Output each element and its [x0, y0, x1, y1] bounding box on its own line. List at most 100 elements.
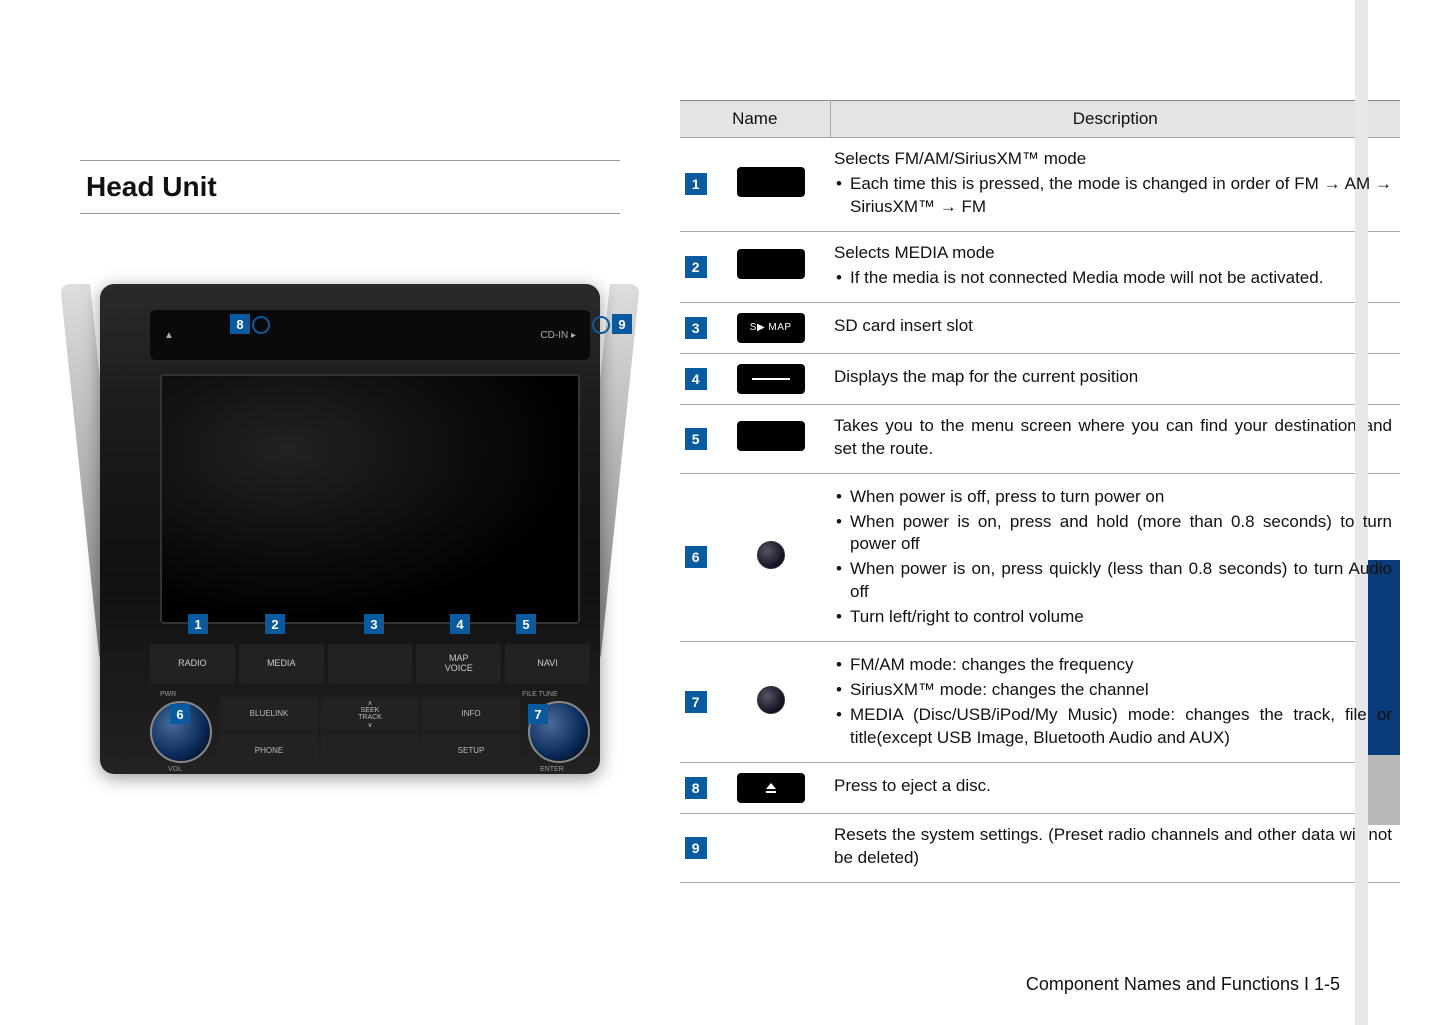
description-bullets: FM/AM mode: changes the frequencySiriusX… — [834, 654, 1392, 750]
row-number-cell: 8 — [680, 762, 715, 813]
content-columns: Head Unit ▲ CD-IN ▸ RADIO MEDIA MAP — [80, 40, 1400, 883]
row-number-cell: 9 — [680, 813, 715, 882]
bullet-item: MEDIA (Disc/USB/iPod/My Music) mode: cha… — [834, 704, 1392, 750]
description-lead: Press to eject a disc. — [834, 775, 1392, 798]
info-button: INFO — [422, 697, 520, 731]
table-row: 3 S▶ MAP SD card insert slot — [680, 302, 1400, 353]
number-badge: 4 — [685, 368, 707, 390]
table-row: 4 Displays the map for the current positi… — [680, 353, 1400, 404]
button-row-top: RADIO MEDIA MAP VOICE NAVI — [150, 644, 590, 684]
unit-body: ▲ CD-IN ▸ RADIO MEDIA MAP VOICE NAVI — [100, 284, 600, 774]
description-lead: Takes you to the menu screen where you c… — [834, 415, 1392, 461]
right-column: Name Description 1Selects FM/AM/SiriusXM… — [680, 100, 1400, 883]
head-unit-diagram: ▲ CD-IN ▸ RADIO MEDIA MAP VOICE NAVI — [80, 274, 620, 784]
table-row: 7 FM/AM mode: changes the frequencySirius… — [680, 642, 1400, 763]
description-lead: Resets the system settings. (Preset radi… — [834, 824, 1392, 870]
knob-row: PWR VOL BLUELINK ∧ SEEK TRACK ∨ INFO PHO… — [150, 692, 590, 772]
row-number-cell: 1 — [680, 138, 715, 232]
row-number-cell: 2 — [680, 231, 715, 302]
knob-icon — [757, 541, 785, 569]
radio-button: RADIO — [150, 644, 235, 684]
bullet-item: When power is off, press to turn power o… — [834, 486, 1392, 509]
callout-circle — [592, 316, 610, 334]
row-icon-cell — [715, 813, 830, 882]
table-row: 5 Takes you to the menu screen where you … — [680, 404, 1400, 473]
callout-badge: 2 — [265, 614, 285, 634]
map-voice-button: MAP VOICE — [416, 644, 501, 684]
file-tune-label: FILE TUNE — [522, 691, 602, 698]
row-icon-cell — [715, 353, 830, 404]
row-number-cell: 4 — [680, 353, 715, 404]
knob-icon — [757, 686, 785, 714]
sd-map-icon: S▶ MAP — [737, 313, 805, 343]
row-icon-cell — [715, 762, 830, 813]
page-footer: Component Names and Functions I 1-5 — [1026, 974, 1340, 995]
description-lead: SD card insert slot — [834, 315, 1392, 338]
bullet-item: When power is on, press and hold (more t… — [834, 511, 1392, 557]
row-description-cell: FM/AM mode: changes the frequencySiriusX… — [830, 642, 1400, 763]
bullet-item: Turn left/right to control volume — [834, 606, 1392, 629]
callout-badge: 7 — [528, 704, 548, 724]
pwr-label: PWR — [160, 691, 176, 698]
left-column: Head Unit ▲ CD-IN ▸ RADIO MEDIA MAP — [80, 40, 640, 784]
description-bullets: If the media is not connected Media mode… — [834, 267, 1392, 290]
eject-icon: ▲ — [164, 330, 174, 341]
phone-button: PHONE — [220, 734, 318, 768]
row-description-cell: Displays the map for the current positio… — [830, 353, 1400, 404]
navi-button: NAVI — [505, 644, 590, 684]
description-lead: Selects MEDIA mode — [834, 242, 1392, 265]
row-description-cell: SD card insert slot — [830, 302, 1400, 353]
callout-circle — [252, 316, 270, 334]
row-icon-cell — [715, 404, 830, 473]
table-row: 8 Press to eject a disc. — [680, 762, 1400, 813]
setup-button: SETUP — [422, 734, 520, 768]
seek-track-button: ∧ SEEK TRACK ∨ — [321, 697, 419, 731]
row-icon-cell — [715, 231, 830, 302]
disc-slot: ▲ CD-IN ▸ — [150, 310, 590, 360]
bullet-item: FM/AM mode: changes the frequency — [834, 654, 1392, 677]
mid-button-grid: BLUELINK ∧ SEEK TRACK ∨ INFO PHONE SETUP — [220, 697, 520, 767]
description-table: Name Description 1Selects FM/AM/SiriusXM… — [680, 100, 1400, 883]
row-icon-cell — [715, 138, 830, 232]
row-description-cell: When power is off, press to turn power o… — [830, 473, 1400, 642]
callout-badge: 6 — [170, 704, 190, 724]
description-bullets: Each time this is pressed, the mode is c… — [834, 173, 1392, 219]
row-description-cell: Selects MEDIA modeIf the media is not co… — [830, 231, 1400, 302]
description-lead: Displays the map for the current positio… — [834, 366, 1392, 389]
row-number-cell: 6 — [680, 473, 715, 642]
table-body: 1 Selects FM/AM/SiriusXM™ modeEach time t… — [680, 138, 1400, 883]
callout-badge: 3 — [364, 614, 384, 634]
callout-badge: 5 — [516, 614, 536, 634]
bullet-item: Each time this is pressed, the mode is c… — [834, 173, 1392, 219]
display-screen — [160, 374, 580, 624]
number-badge: 2 — [685, 256, 707, 278]
row-icon-cell: S▶ MAP — [715, 302, 830, 353]
row-description-cell: Selects FM/AM/SiriusXM™ modeEach time th… — [830, 138, 1400, 232]
number-badge: 5 — [685, 428, 707, 450]
line-button-icon — [737, 364, 805, 394]
number-badge: 6 — [685, 546, 707, 568]
description-lead: Selects FM/AM/SiriusXM™ mode — [834, 148, 1392, 171]
row-number-cell: 3 — [680, 302, 715, 353]
row-description-cell: Press to eject a disc. — [830, 762, 1400, 813]
side-tab-gray — [1368, 755, 1400, 825]
sd-slot-button — [328, 644, 413, 684]
callout-badge: 8 — [230, 314, 250, 334]
bluelink-button: BLUELINK — [220, 697, 318, 731]
callout-badge: 1 — [188, 614, 208, 634]
number-badge: 8 — [685, 777, 707, 799]
number-badge: 9 — [685, 837, 707, 859]
callout-badge: 9 — [612, 314, 632, 334]
cd-in-label: CD-IN ▸ — [540, 330, 576, 341]
eject-button-icon — [737, 773, 805, 803]
manual-page: Head Unit ▲ CD-IN ▸ RADIO MEDIA MAP — [0, 0, 1400, 1025]
row-icon-cell — [715, 642, 830, 763]
table-row: 2 Selects MEDIA modeIf the media is not c… — [680, 231, 1400, 302]
callout-badge: 4 — [450, 614, 470, 634]
table-row: 6 When power is off, press to turn power … — [680, 473, 1400, 642]
number-badge: 7 — [685, 691, 707, 713]
row-description-cell: Resets the system settings. (Preset radi… — [830, 813, 1400, 882]
row-description-cell: Takes you to the menu screen where you c… — [830, 404, 1400, 473]
black-button-icon — [737, 167, 805, 197]
row-number-cell: 5 — [680, 404, 715, 473]
